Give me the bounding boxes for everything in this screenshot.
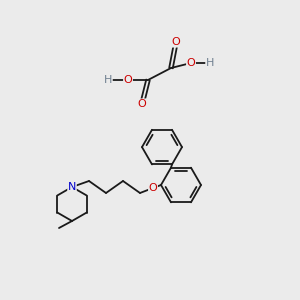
Text: O: O: [187, 58, 195, 68]
Text: O: O: [148, 183, 158, 193]
Text: N: N: [68, 182, 76, 192]
Text: O: O: [138, 99, 146, 109]
Text: H: H: [104, 75, 112, 85]
Text: O: O: [172, 37, 180, 47]
Text: O: O: [124, 75, 132, 85]
Text: H: H: [206, 58, 214, 68]
